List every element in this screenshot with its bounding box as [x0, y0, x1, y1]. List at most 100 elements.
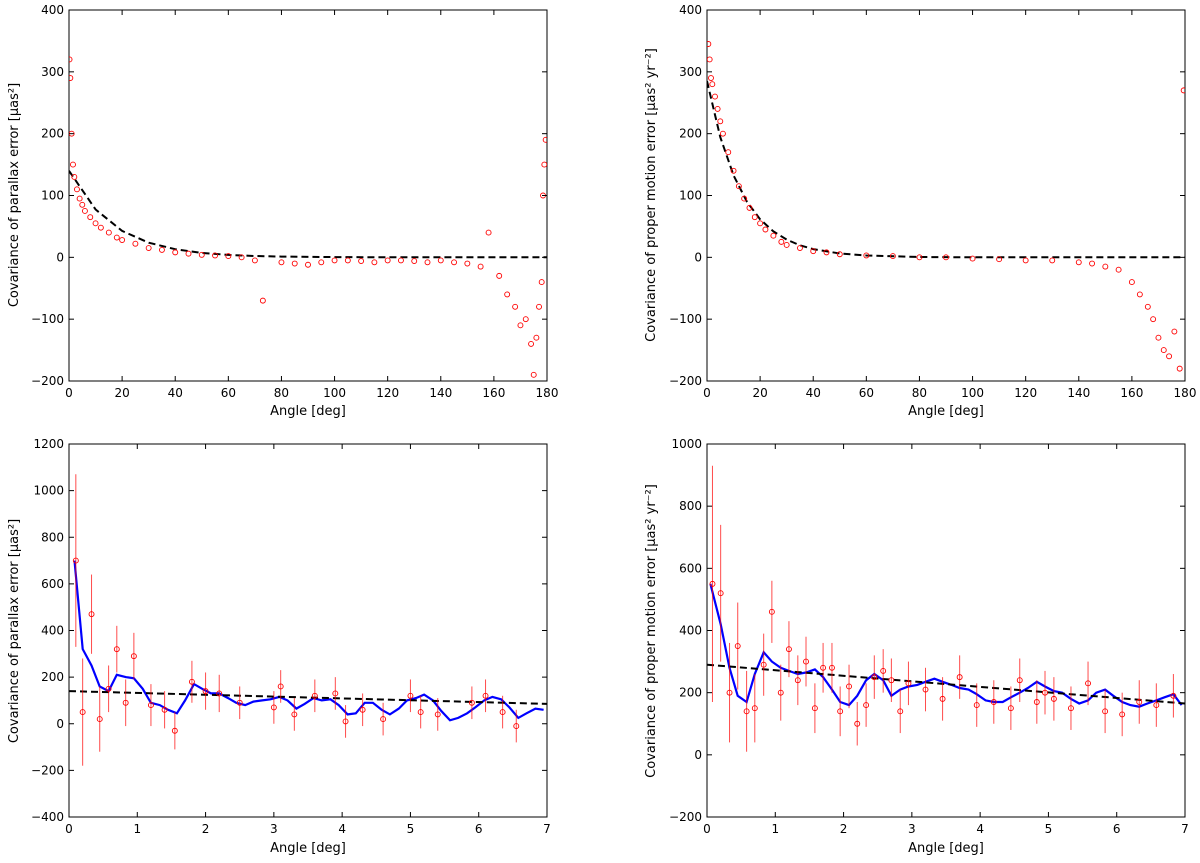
data-point — [145, 245, 152, 252]
x-axis-title: Angle [deg] — [270, 404, 346, 419]
data-point — [397, 257, 404, 264]
x-tick-label: 0 — [703, 386, 711, 400]
data-point — [1155, 334, 1162, 341]
x-axis-title: Angle [deg] — [908, 841, 984, 856]
x-tick-label: 20 — [752, 386, 767, 400]
y-tick-label: 200 — [41, 670, 64, 684]
y-tick-label: 200 — [679, 127, 702, 141]
data-point — [533, 334, 540, 341]
x-tick-label: 7 — [543, 822, 551, 836]
data-point — [811, 705, 818, 712]
data-point — [87, 214, 94, 221]
y-axis-title: Covariance of proper motion error [μas² … — [644, 484, 659, 778]
x-tick-label: 6 — [1113, 822, 1121, 836]
y-tick-label: 100 — [41, 189, 64, 203]
y-tick-label: −100 — [669, 312, 702, 326]
data-point — [996, 256, 1003, 263]
data-point — [331, 257, 338, 264]
y-tick-label: 600 — [679, 561, 702, 575]
data-point — [477, 263, 484, 270]
data-point — [76, 195, 83, 202]
data-point — [1016, 677, 1023, 684]
data-point — [1176, 365, 1183, 372]
fit-line — [69, 690, 547, 705]
x-tick-label: 60 — [859, 386, 874, 400]
data-point — [291, 711, 298, 718]
y-tick-label: 200 — [41, 127, 64, 141]
y-tick-label: −100 — [31, 312, 64, 326]
plot-area — [707, 465, 1185, 752]
data-point — [922, 686, 929, 693]
data-point — [198, 251, 205, 258]
fit-line — [69, 170, 547, 259]
data-point — [1022, 257, 1029, 264]
data-point — [468, 699, 475, 706]
x-tick-label: 60 — [221, 386, 236, 400]
data-point — [434, 711, 441, 718]
x-tick-label: 0 — [703, 822, 711, 836]
data-point — [542, 136, 547, 143]
data-point — [1042, 689, 1048, 696]
data-point — [709, 580, 716, 587]
x-axis-title: Angle [deg] — [270, 841, 346, 856]
x-tick-label: 6 — [475, 822, 483, 836]
data-point — [1102, 708, 1109, 715]
data-point — [504, 291, 511, 298]
data-point — [69, 75, 74, 81]
x-tick-label: 1 — [133, 822, 141, 836]
data-point — [829, 664, 835, 671]
y-tick-label: 200 — [679, 686, 702, 700]
x-tick-label: 140 — [429, 386, 452, 400]
y-axis-title: Covariance of parallax error [μas²] — [7, 83, 22, 307]
y-tick-label: −400 — [31, 810, 64, 824]
data-point — [916, 254, 923, 261]
x-tick-label: 0 — [65, 386, 73, 400]
panel-proper-motion-wide: 0 20 40 60 80 100 120 140 160 180 −200 −100 0 100 200 3… — [644, 3, 1196, 419]
data-point — [225, 253, 232, 260]
data-point — [216, 690, 223, 697]
data-point — [757, 220, 764, 227]
data-point — [880, 667, 887, 674]
data-point — [158, 246, 165, 253]
data-point — [751, 214, 758, 221]
data-point — [770, 232, 777, 239]
data-point — [332, 690, 339, 697]
data-point — [746, 204, 753, 211]
y-tick-label: 300 — [41, 65, 64, 79]
data-point — [863, 702, 870, 709]
data-point — [147, 702, 154, 709]
data-point — [371, 259, 378, 266]
data-point — [1068, 705, 1074, 712]
data-point — [760, 661, 767, 668]
x-tick-label: 3 — [270, 822, 278, 836]
y-tick-label: 0 — [694, 250, 702, 264]
data-point — [1050, 695, 1057, 702]
data-point — [411, 258, 418, 264]
y-tick-label: 0 — [56, 250, 64, 264]
data-point — [751, 705, 758, 712]
data-point — [1171, 328, 1178, 335]
data-point — [161, 706, 168, 713]
x-tick-label: 1 — [771, 822, 779, 836]
y-tick-label: 400 — [679, 624, 702, 638]
data-point — [530, 371, 537, 378]
data-point — [1007, 705, 1014, 712]
data-point — [717, 118, 724, 125]
x-tick-label: 180 — [1174, 386, 1197, 400]
data-point — [1049, 257, 1056, 264]
data-point — [1089, 260, 1096, 267]
axis-ticks: 0 20 40 60 80 100 120 140 160 180 −200 −100 0 100 200 3… — [669, 3, 1196, 400]
y-tick-label: 800 — [679, 499, 702, 513]
x-tick-label: 2 — [840, 822, 848, 836]
data-point — [344, 257, 351, 264]
data-point — [259, 297, 266, 304]
series-layer — [69, 56, 547, 378]
plot-frame — [706, 9, 1186, 382]
data-point — [482, 692, 489, 699]
data-point — [74, 186, 80, 193]
data-point — [88, 611, 95, 618]
data-point — [707, 56, 713, 63]
data-point — [1136, 291, 1143, 298]
data-point — [424, 259, 431, 266]
